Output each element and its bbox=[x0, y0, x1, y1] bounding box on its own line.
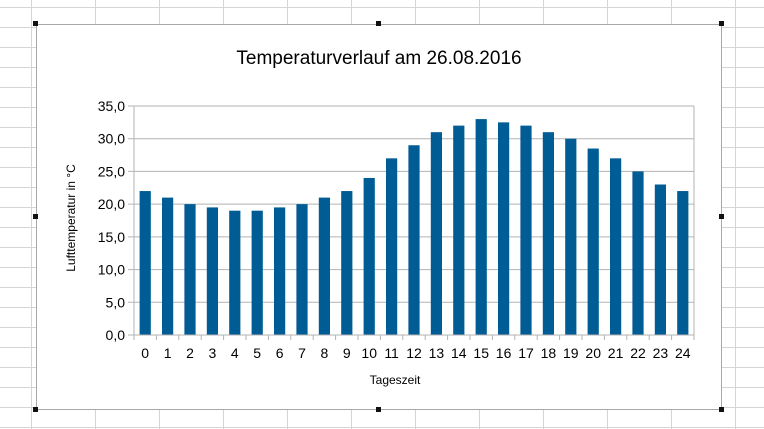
y-tick-label: 35,0 bbox=[98, 98, 125, 114]
x-axis-title: Tageszeit bbox=[370, 373, 421, 387]
bar bbox=[184, 204, 196, 335]
y-tick-label: 20,0 bbox=[98, 196, 125, 212]
x-tick-label: 17 bbox=[518, 345, 534, 361]
chart-frame[interactable]: Temperaturverlauf am 26.08.2016 0,0 5,0 10… bbox=[36, 24, 722, 410]
y-tick-label: 0,0 bbox=[106, 327, 126, 343]
bar bbox=[677, 191, 689, 335]
bar bbox=[386, 158, 398, 335]
chart-title: Temperaturverlauf am 26.08.2016 bbox=[236, 48, 521, 69]
bar bbox=[520, 125, 532, 335]
x-tick-labels: 0 1 2 3 4 5 6 7 8 9 10 11 12 13 14 15 16 17 18 19 20 21 22 23 24 bbox=[141, 345, 690, 361]
axes bbox=[133, 106, 695, 340]
y-tick-label: 10,0 bbox=[98, 262, 125, 278]
x-tick-label: 15 bbox=[473, 345, 489, 361]
x-tick-label: 18 bbox=[541, 345, 557, 361]
bar-chart: Temperaturverlauf am 26.08.2016 0,05,010… bbox=[64, 48, 695, 387]
bar bbox=[296, 204, 308, 335]
bar bbox=[565, 138, 577, 335]
x-tick-label: 4 bbox=[231, 345, 239, 361]
x-tick-label: 19 bbox=[563, 345, 579, 361]
x-tick-label: 12 bbox=[406, 345, 422, 361]
x-tick-label: 7 bbox=[298, 345, 306, 361]
bar bbox=[363, 177, 375, 335]
x-tick-label: 5 bbox=[253, 345, 261, 361]
x-tick-label: 23 bbox=[653, 345, 669, 361]
y-tick-label: 25,0 bbox=[98, 163, 125, 179]
bar bbox=[654, 184, 666, 335]
y-tick-labels: 0,0 5,0 10,0 15,0 20,0 25,0 30,0 35,0 bbox=[98, 98, 125, 343]
x-tick-label: 8 bbox=[321, 345, 329, 361]
bars bbox=[139, 119, 689, 335]
selection-handle-bottom-middle[interactable] bbox=[376, 407, 381, 412]
bar bbox=[453, 125, 465, 335]
bar bbox=[632, 171, 644, 335]
bar bbox=[475, 119, 487, 335]
bar bbox=[274, 207, 286, 335]
bar bbox=[139, 191, 151, 335]
bar bbox=[341, 191, 353, 335]
x-tick-label: 20 bbox=[585, 345, 601, 361]
y-tick-label: 5,0 bbox=[106, 294, 126, 310]
x-tick-label: 22 bbox=[630, 345, 646, 361]
bar bbox=[162, 197, 174, 335]
selection-handle-bottom-right[interactable] bbox=[719, 407, 724, 412]
y-axis-title: Lufttemperatur in °C bbox=[64, 164, 78, 272]
x-tick-label: 24 bbox=[675, 345, 691, 361]
x-tick-label: 14 bbox=[451, 345, 467, 361]
bar bbox=[610, 158, 622, 335]
y-tick-label: 30,0 bbox=[98, 131, 125, 147]
x-tick-label: 9 bbox=[343, 345, 351, 361]
selection-handle-top-right[interactable] bbox=[719, 21, 724, 26]
bar bbox=[498, 122, 510, 335]
bar bbox=[318, 197, 330, 335]
y-tick-label: 15,0 bbox=[98, 229, 125, 245]
bar bbox=[251, 210, 263, 335]
selection-handle-top-middle[interactable] bbox=[376, 21, 381, 26]
bar bbox=[587, 148, 599, 335]
bar bbox=[430, 132, 442, 335]
bar bbox=[408, 145, 420, 335]
x-tick-label: 10 bbox=[361, 345, 377, 361]
bar bbox=[542, 132, 554, 335]
bar bbox=[206, 207, 218, 335]
selection-handle-bottom-left[interactable] bbox=[33, 407, 38, 412]
x-tick-label: 16 bbox=[496, 345, 512, 361]
selection-handle-top-left[interactable] bbox=[33, 21, 38, 26]
bar bbox=[229, 210, 241, 335]
x-tick-label: 21 bbox=[608, 345, 624, 361]
selection-handle-middle-right[interactable] bbox=[719, 214, 724, 219]
x-tick-label: 13 bbox=[429, 345, 445, 361]
x-tick-label: 2 bbox=[186, 345, 194, 361]
selection-handle-middle-left[interactable] bbox=[33, 214, 38, 219]
x-tick-label: 3 bbox=[209, 345, 217, 361]
x-tick-label: 1 bbox=[164, 345, 172, 361]
x-tick-label: 6 bbox=[276, 345, 284, 361]
x-tick-label: 11 bbox=[384, 345, 399, 361]
x-tick-label: 0 bbox=[141, 345, 149, 361]
